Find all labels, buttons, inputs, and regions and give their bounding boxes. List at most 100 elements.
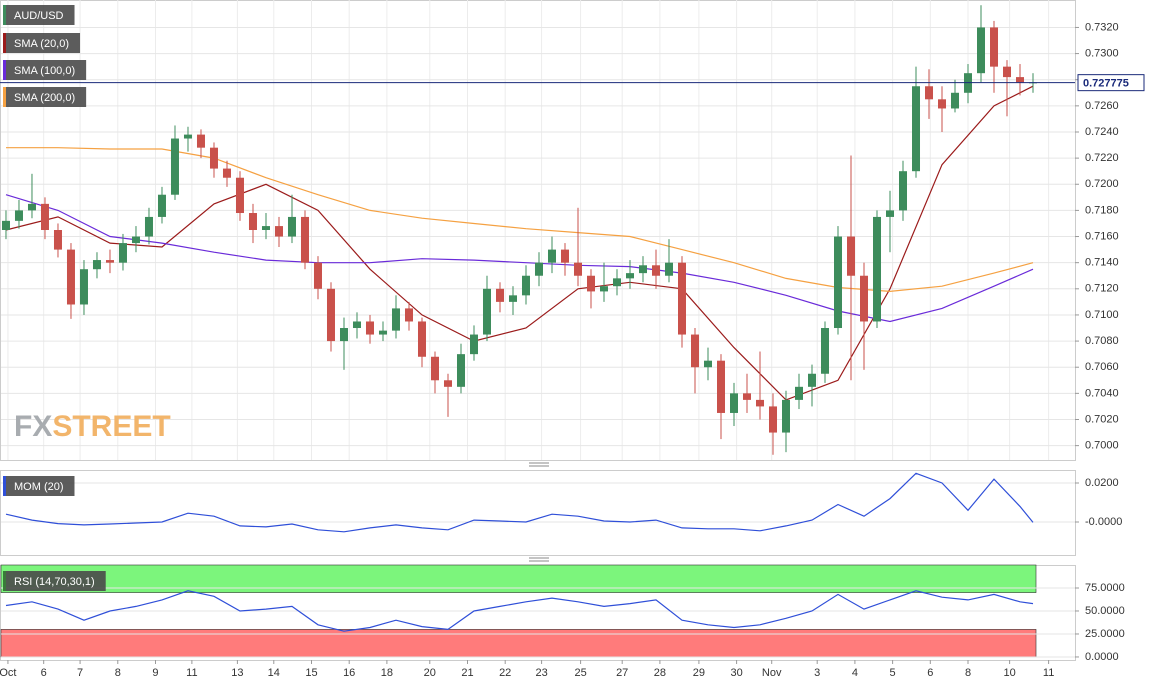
- x-tick-label: 7: [77, 667, 83, 679]
- candle-body: [860, 275, 869, 322]
- x-tick-label: 10: [1003, 667, 1015, 679]
- x-tick-label: 6: [927, 667, 933, 679]
- x-tick-label: 20: [424, 667, 436, 679]
- candle-body: [495, 288, 504, 302]
- candle-body: [1003, 66, 1012, 78]
- y-tick-label: 0.7180: [1085, 204, 1119, 216]
- candle-body: [274, 226, 283, 237]
- candle-body: [27, 203, 36, 211]
- x-tick-label: 21: [461, 667, 473, 679]
- candle-body: [209, 147, 218, 169]
- candle-body: [625, 273, 634, 279]
- y-tick-label: 0.7320: [1085, 21, 1119, 33]
- legend-box: [3, 5, 75, 25]
- y-tick-label: 0.0000: [1085, 651, 1119, 663]
- candle-body: [573, 262, 582, 276]
- y-tick-label: 25.0000: [1085, 628, 1125, 640]
- legend-swatch: [3, 33, 6, 53]
- legend-label: AUD/USD: [14, 10, 64, 22]
- legend-swatch: [3, 571, 6, 591]
- line: [5, 472, 1034, 533]
- candle-body: [66, 249, 75, 305]
- candle-body: [222, 168, 231, 178]
- y-tick-label: 0.7020: [1085, 413, 1119, 425]
- candle-body: [873, 216, 882, 322]
- candle-body: [1, 220, 10, 230]
- x-tick-label: 28: [654, 667, 666, 679]
- candle-body: [899, 171, 908, 211]
- legend-item: SMA (100,0): [3, 60, 87, 80]
- candle-body: [14, 210, 23, 221]
- x-tick-label: 23: [535, 667, 547, 679]
- candle-body: [847, 236, 856, 276]
- x-tick-label: 11: [1043, 667, 1054, 679]
- candle-body: [92, 260, 101, 270]
- legend-item: MOM (20): [3, 476, 75, 496]
- candle-body: [938, 99, 947, 109]
- legend-swatch: [3, 476, 6, 496]
- y-tick-label: 75.0000: [1085, 582, 1125, 594]
- legend-item: AUD/USD: [3, 5, 75, 25]
- candle-body: [144, 216, 153, 237]
- x-tick-label: 27: [616, 667, 628, 679]
- candle-body: [664, 262, 673, 276]
- last-price-box: [1077, 74, 1145, 92]
- candle-body: [118, 243, 127, 263]
- legend-item: SMA (20,0): [3, 33, 81, 53]
- candle-body: [782, 399, 791, 433]
- candle-body: [834, 236, 843, 329]
- candle-body: [300, 216, 309, 263]
- panel-frame: [0, 470, 1076, 556]
- y-tick-label: 0.7160: [1085, 230, 1119, 242]
- x-tick-label: 4: [852, 667, 858, 679]
- candle-body: [560, 249, 569, 263]
- candle-body: [756, 399, 765, 407]
- candle-body: [586, 275, 595, 292]
- y-tick-label: 0.7300: [1085, 47, 1119, 59]
- candle-body: [365, 321, 374, 335]
- y-tick-label: 0.0200: [1085, 477, 1119, 489]
- y-tick-label: 0.7060: [1085, 361, 1119, 373]
- candle-body: [769, 406, 778, 433]
- candle-body: [677, 262, 686, 335]
- candle-body: [534, 262, 543, 276]
- y-tick-label: 0.7100: [1085, 309, 1119, 321]
- candle-body: [53, 230, 62, 250]
- candle-body: [391, 308, 400, 331]
- x-tick-label: Oct: [0, 667, 16, 679]
- y-tick-label: 0.7240: [1085, 126, 1119, 138]
- x-tick-label: 11: [186, 667, 197, 679]
- candle-body: [925, 86, 934, 100]
- candle-body: [469, 334, 478, 355]
- legend-label: SMA (20,0): [14, 38, 69, 50]
- candle-body: [378, 330, 387, 335]
- legend-swatch: [3, 87, 6, 107]
- candle-body: [1016, 77, 1025, 83]
- legend-label: RSI (14,70,30,1): [14, 576, 95, 588]
- candle-body: [808, 373, 817, 387]
- candle-body: [482, 288, 491, 335]
- legend-box: [3, 33, 81, 53]
- candle-body: [339, 328, 348, 342]
- candle-body: [990, 27, 999, 67]
- line: [5, 85, 1034, 401]
- x-tick-label: 29: [693, 667, 705, 679]
- candle-body: [261, 226, 270, 230]
- candle-body: [821, 328, 830, 374]
- y-tick-label: 0.7080: [1085, 335, 1119, 347]
- candle-body: [326, 288, 335, 342]
- x-tick-label: 14: [268, 667, 280, 679]
- legend-box: [3, 571, 106, 591]
- y-tick-label: 50.0000: [1085, 605, 1125, 617]
- candle-body: [730, 393, 739, 413]
- y-tick-label: 0.7000: [1085, 440, 1119, 452]
- candle-body: [886, 210, 895, 217]
- candle-body: [157, 194, 166, 217]
- x-tick-label: 25: [574, 667, 586, 679]
- candle-body: [40, 203, 49, 230]
- legend-box: [3, 60, 87, 80]
- candle-body: [795, 386, 804, 400]
- candle-body: [170, 138, 179, 195]
- panel-separators: [529, 462, 549, 562]
- legend-box: [3, 87, 87, 107]
